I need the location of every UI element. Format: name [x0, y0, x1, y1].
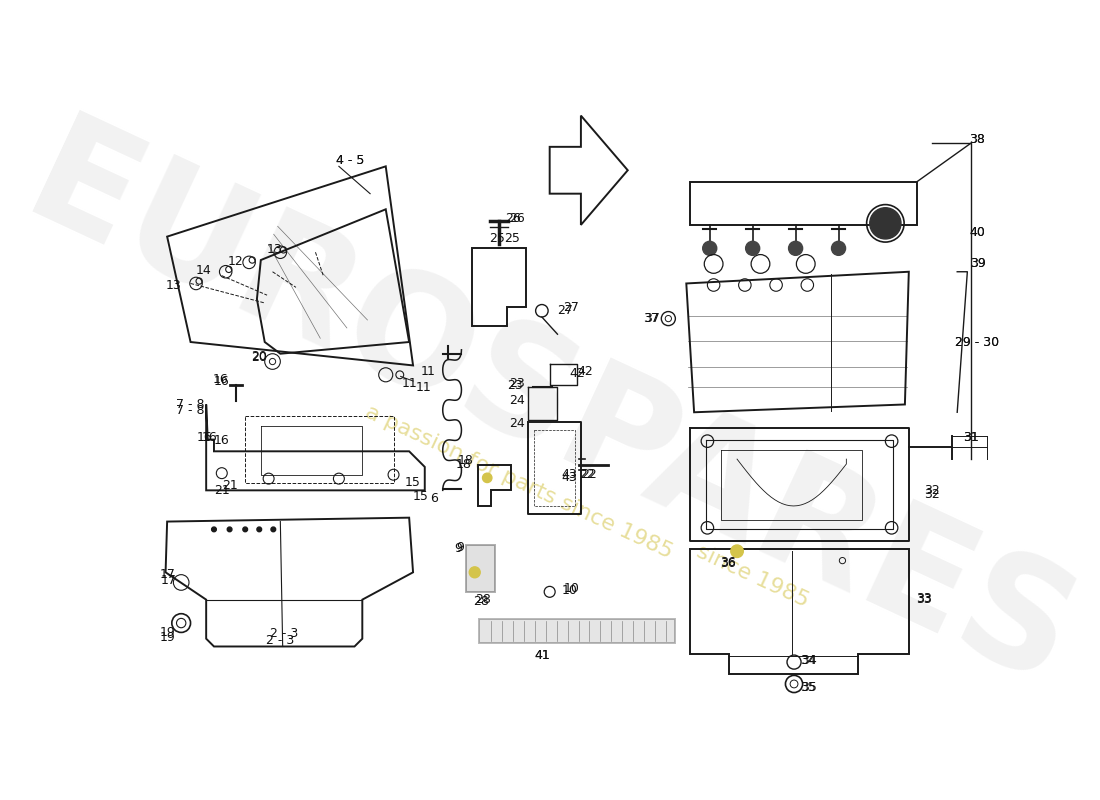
Text: 29 - 30: 29 - 30 [956, 335, 1000, 349]
Text: 34: 34 [801, 654, 816, 667]
Text: 13: 13 [267, 243, 283, 256]
Text: 11: 11 [416, 381, 431, 394]
Circle shape [211, 527, 217, 532]
Text: 10: 10 [563, 582, 580, 595]
Polygon shape [466, 545, 495, 592]
Text: 38: 38 [969, 133, 986, 146]
Text: 16: 16 [197, 430, 212, 444]
Text: 22: 22 [580, 468, 595, 482]
Text: 9: 9 [454, 542, 462, 555]
Text: 1: 1 [427, 365, 434, 378]
Circle shape [703, 242, 717, 255]
Text: 18: 18 [455, 458, 472, 471]
Text: 17: 17 [161, 574, 177, 586]
Text: 42: 42 [576, 365, 593, 378]
Text: 23: 23 [507, 379, 524, 392]
Text: 16: 16 [213, 374, 230, 387]
Text: 36: 36 [719, 558, 736, 570]
Circle shape [746, 242, 760, 255]
Text: 16: 16 [201, 430, 217, 444]
Text: 17: 17 [160, 568, 175, 581]
Text: 39: 39 [969, 258, 986, 270]
Text: 40: 40 [969, 226, 986, 239]
Circle shape [870, 208, 901, 239]
Text: 27: 27 [558, 304, 573, 318]
Text: 28: 28 [475, 593, 492, 606]
Text: 31: 31 [964, 430, 979, 444]
Text: 32: 32 [924, 484, 940, 497]
Text: 43: 43 [561, 470, 578, 483]
Text: 6: 6 [430, 492, 438, 505]
Text: 41: 41 [534, 650, 550, 662]
Text: 40: 40 [969, 226, 986, 239]
Circle shape [789, 242, 803, 255]
Text: 11: 11 [402, 377, 417, 390]
Circle shape [470, 567, 481, 578]
Text: 26: 26 [509, 212, 525, 225]
Text: 9: 9 [456, 541, 464, 554]
Text: 21: 21 [222, 479, 238, 492]
Text: 19: 19 [160, 626, 175, 639]
Circle shape [257, 527, 262, 532]
Text: 39: 39 [969, 258, 986, 270]
Circle shape [271, 527, 276, 532]
Text: 12: 12 [228, 255, 244, 268]
Text: 31: 31 [964, 430, 979, 444]
Text: 35: 35 [801, 681, 817, 694]
Circle shape [730, 545, 744, 558]
Text: 38: 38 [969, 133, 986, 146]
Text: 43: 43 [561, 468, 578, 482]
Text: 33: 33 [916, 593, 933, 606]
Text: 15: 15 [412, 490, 429, 503]
Text: 16: 16 [212, 373, 228, 386]
Circle shape [832, 242, 846, 255]
Text: 24: 24 [509, 418, 525, 430]
Text: 13: 13 [165, 279, 182, 292]
Text: 4 - 5: 4 - 5 [337, 154, 365, 167]
Text: 7 - 8: 7 - 8 [176, 398, 205, 411]
Text: 37: 37 [644, 312, 659, 325]
Text: 32: 32 [924, 488, 940, 501]
Text: 21: 21 [213, 484, 230, 497]
Text: 16: 16 [214, 434, 230, 447]
Text: 1: 1 [421, 365, 429, 378]
Text: 37: 37 [644, 312, 660, 325]
Text: 33: 33 [916, 591, 933, 605]
Circle shape [243, 527, 248, 532]
Text: 4 - 5: 4 - 5 [337, 154, 365, 167]
Text: 35: 35 [800, 681, 816, 694]
Text: EUROSPARES: EUROSPARES [4, 105, 1096, 719]
Text: 23: 23 [509, 377, 525, 390]
Text: 26: 26 [505, 212, 521, 225]
Text: 20: 20 [251, 351, 267, 364]
Text: 19: 19 [160, 630, 175, 644]
Text: 22: 22 [581, 468, 596, 482]
Polygon shape [480, 619, 674, 642]
Text: 2 - 3: 2 - 3 [266, 634, 295, 646]
Text: 24: 24 [509, 394, 525, 407]
Text: 42: 42 [569, 366, 585, 380]
Text: 25: 25 [504, 233, 520, 246]
Text: since 1985: since 1985 [693, 542, 812, 611]
Polygon shape [550, 116, 628, 225]
Text: 10: 10 [561, 584, 578, 597]
Text: 29 - 30: 29 - 30 [956, 335, 1000, 349]
Text: 28: 28 [473, 594, 488, 608]
Text: 2 - 3: 2 - 3 [271, 627, 298, 641]
Text: 34: 34 [800, 654, 816, 667]
Text: a passion for parts since 1985: a passion for parts since 1985 [362, 402, 675, 562]
Circle shape [228, 527, 232, 532]
Text: 15: 15 [405, 476, 421, 489]
Text: 20: 20 [251, 350, 267, 362]
Text: 36: 36 [719, 556, 736, 569]
Text: 27: 27 [563, 301, 579, 314]
Text: 41: 41 [534, 650, 550, 662]
Text: 18: 18 [458, 454, 473, 467]
Text: 7 - 8: 7 - 8 [176, 404, 205, 418]
Circle shape [483, 473, 492, 482]
Text: 14: 14 [196, 264, 211, 277]
Text: 25: 25 [488, 233, 505, 246]
